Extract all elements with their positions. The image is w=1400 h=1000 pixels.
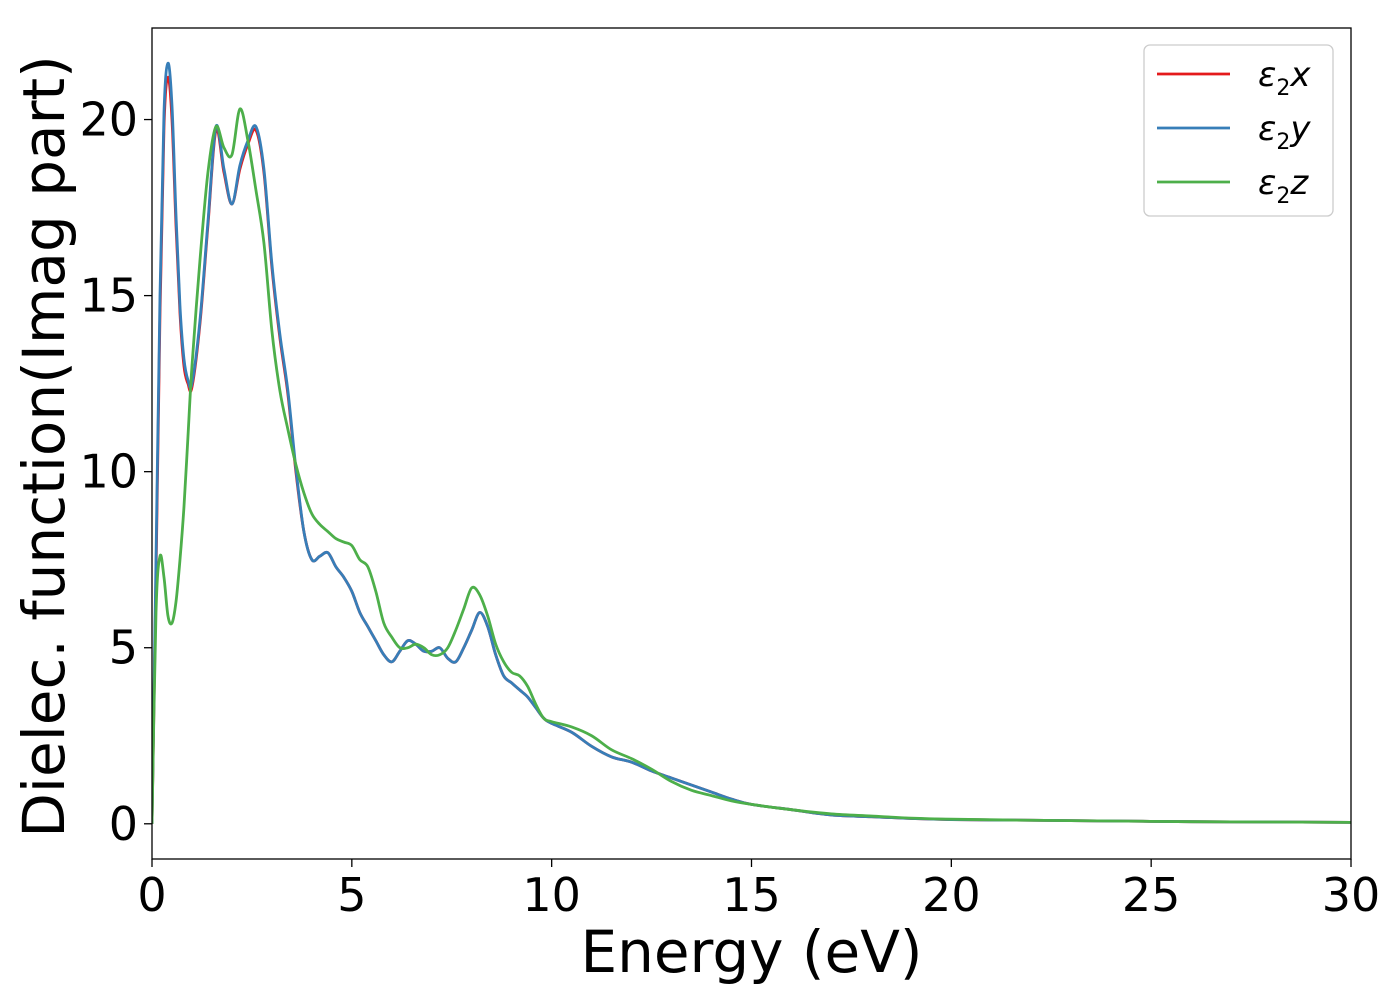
x-axis: 0 5 10 15 20 25 30 (137, 859, 1380, 922)
legend-label-y: ε2y (1258, 109, 1311, 155)
x-tick-label: 5 (337, 868, 366, 922)
y-axis-title: Dielec. function(Imag part) (10, 55, 78, 838)
y-tick-label: 10 (79, 445, 138, 499)
x-tick-label: 15 (722, 868, 781, 922)
x-tick-label: 30 (1322, 868, 1381, 922)
y-tick-label: 0 (109, 797, 138, 851)
x-tick-label: 20 (922, 868, 981, 922)
series-line-y (152, 61, 1351, 824)
legend-box (1143, 44, 1334, 217)
y-tick-label: 20 (79, 93, 138, 147)
legend-label-z: ε2z (1258, 163, 1309, 209)
x-tick-label: 25 (1122, 868, 1181, 922)
series-line-z (152, 107, 1351, 824)
legend: ε2x ε2y ε2z (1143, 44, 1334, 217)
x-tick-label: 10 (522, 868, 581, 922)
x-tick-label: 0 (137, 868, 166, 922)
x-axis-title: Energy (eV) (580, 918, 922, 986)
legend-label-x: ε2x (1258, 55, 1311, 101)
y-axis: 0 5 10 15 20 (79, 93, 152, 851)
y-tick-label: 15 (79, 269, 138, 323)
y-tick-label: 5 (109, 621, 138, 675)
series-layer (152, 61, 1351, 824)
